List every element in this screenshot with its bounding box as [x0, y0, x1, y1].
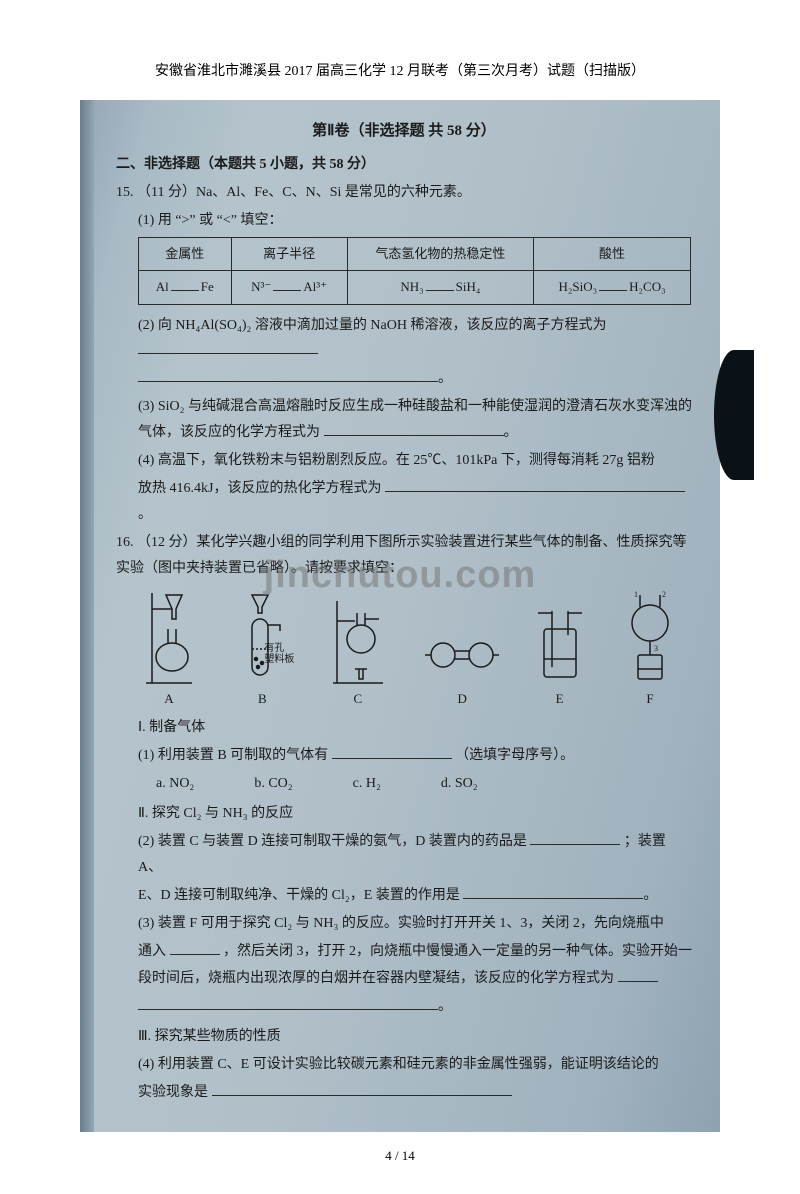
- c1a: Al: [156, 275, 169, 299]
- blank-row: 。: [116, 366, 692, 392]
- doc-title: 安徽省淮北市濉溪县 2017 届高三化学 12 月联考（第三次月考）试题（扫描版…: [80, 60, 720, 80]
- page: 安徽省淮北市濉溪县 2017 届高三化学 12 月联考（第三次月考）试题（扫描版…: [0, 0, 800, 1194]
- blank: [332, 745, 452, 759]
- q16-p2c: E、D 连接可制取纯净、干燥的 Cl₂，E 装置的作用是: [138, 888, 460, 903]
- c2b: Al³⁺: [303, 275, 327, 299]
- q15-p2-text: (2) 向 NH₄Al(SO₄)₂ 溶液中滴加过量的 NaOH 稀溶液，该反应的…: [138, 318, 606, 333]
- caption-B: 有孔 塑料板: [264, 643, 296, 665]
- section-title: 第Ⅱ卷（非选择题 共 58 分）: [116, 118, 692, 146]
- table-row: Al Fe N³⁻ Al³⁺ NH₃ SiH₄ H₂SiO₃ H₂CO₃: [139, 271, 691, 304]
- th-hydride: 气态氢化物的热稳定性: [347, 238, 534, 271]
- cell-metal: Al Fe: [139, 271, 232, 304]
- apparatus-E-icon: [534, 605, 586, 685]
- label-F: F: [646, 687, 653, 711]
- q16-r3: Ⅲ. 探究某些物质的性质: [116, 1024, 692, 1050]
- q15-stem: 15. （11 分）Na、Al、Fe、C、N、Si 是常见的六种元素。: [116, 180, 692, 206]
- label-B: B: [258, 687, 267, 711]
- q16-p1b: （选填字母序号）。: [455, 748, 574, 763]
- th-acid: 酸性: [534, 238, 691, 271]
- blank: [530, 831, 620, 845]
- page-number: 4 / 14: [80, 1148, 720, 1164]
- q15-p3: (3) SiO₂ 与纯碱混合高温熔融时反应生成一种硅酸盐和一种能使湿润的澄清石灰…: [116, 394, 692, 446]
- svg-text:2: 2: [662, 590, 666, 599]
- q16-p3c: ，然后关闭 3，打开 2，向烧瓶中慢慢通入一定量的另一种气体。实验开始一: [223, 944, 692, 959]
- c4a: H₂SiO₃: [558, 275, 597, 299]
- blank: [599, 279, 627, 291]
- th-metal: 金属性: [139, 238, 232, 271]
- table-row: 金属性 离子半径 气态氢化物的热稳定性 酸性: [139, 238, 691, 271]
- cell-acid: H₂SiO₃ H₂CO₃: [534, 271, 691, 304]
- blank: [171, 279, 199, 291]
- svg-text:3: 3: [654, 644, 658, 653]
- q16-p2-line1: (2) 装置 C 与装置 D 连接可制取干燥的氨气，D 装置内的药品是 ；装置 …: [116, 829, 692, 881]
- apparatus-B-icon: [232, 589, 292, 689]
- q15-p2: (2) 向 NH₄Al(SO₄)₂ 溶液中滴加过量的 NaOH 稀溶液，该反应的…: [116, 313, 692, 365]
- apparatus-C-icon: [325, 585, 391, 685]
- q16-p4-line2: 实验现象是: [116, 1080, 692, 1106]
- q16-p3d: 段时间后，烧瓶内出现浓厚的白烟并在容器内壁凝结，该反应的化学方程式为: [138, 971, 614, 986]
- q15-p4a: (4) 高温下，氧化铁粉末与铝粉剧烈反应。在 25℃、101kPa 下，测得每消…: [116, 448, 692, 474]
- apparatus-F-icon: 1 2 3: [618, 589, 682, 685]
- blank: [463, 885, 643, 899]
- apparatus-B: 有孔 塑料板 B: [232, 589, 292, 711]
- c4b: H₂CO₃: [629, 275, 666, 299]
- q16-p3b: 通入: [138, 944, 166, 959]
- apparatus-C: C: [325, 585, 391, 711]
- apparatus-A-icon: [138, 585, 200, 685]
- blank: [138, 340, 318, 354]
- blank: [385, 478, 685, 492]
- q15-table: 金属性 离子半径 气态氢化物的热稳定性 酸性 Al Fe N³⁻ Al³⁺ NH₃ S…: [138, 237, 691, 304]
- q15-p1: (1) 用 “>” 或 “<” 填空：: [116, 208, 692, 234]
- cell-radius: N³⁻ Al³⁺: [231, 271, 347, 304]
- q15-p4b-text: 放热 416.4kJ，该反应的热化学方程式为: [138, 481, 381, 496]
- q16-p1a: (1) 利用装置 B 可制取的气体有: [138, 748, 328, 763]
- scan-area: jinchutou.com 第Ⅱ卷（非选择题 共 58 分） 二、非选择题（本题…: [80, 100, 720, 1132]
- blank: [212, 1082, 512, 1096]
- apparatus-D: D: [423, 625, 501, 711]
- opt-d: d. SO₂: [441, 771, 478, 797]
- apparatus-F: 1 2 3 F: [618, 589, 682, 711]
- th-radius: 离子半径: [231, 238, 347, 271]
- label-A: A: [164, 687, 173, 711]
- opt-c: c. H₂: [353, 771, 381, 797]
- blank: [273, 279, 301, 291]
- q16-p1: (1) 利用装置 B 可制取的气体有 （选填字母序号）。: [116, 743, 692, 769]
- section-subhead: 二、非选择题（本题共 5 小题，共 58 分）: [116, 152, 692, 178]
- label-C: C: [353, 687, 362, 711]
- blank: [426, 279, 454, 291]
- blank: [138, 996, 438, 1010]
- q16-p4b: 实验现象是: [138, 1085, 208, 1100]
- label-D: D: [457, 687, 466, 711]
- blank: [138, 368, 438, 382]
- blank-row2: 。: [116, 994, 692, 1020]
- apparatus-E: E: [534, 605, 586, 711]
- q16-p2-line2: E、D 连接可制取纯净、干燥的 Cl₂，E 装置的作用是 。: [116, 883, 692, 909]
- blank: [170, 941, 220, 955]
- q16-p3-line1: (3) 装置 F 可用于探究 Cl₂ 与 NH₃ 的反应。实验时打开开关 1、3…: [116, 911, 692, 937]
- opt-b: b. CO₂: [254, 771, 292, 797]
- blank: [618, 968, 658, 982]
- q16-p3-line2: 通入 ，然后关闭 3，打开 2，向烧瓶中慢慢通入一定量的另一种气体。实验开始一: [116, 939, 692, 965]
- cell-hydride: NH₃ SiH₄: [347, 271, 534, 304]
- q16-r2: Ⅱ. 探究 Cl₂ 与 NH₃ 的反应: [116, 801, 692, 827]
- c1b: Fe: [201, 275, 214, 299]
- q16-opts: a. NO₂ b. CO₂ c. H₂ d. SO₂: [116, 771, 692, 797]
- svg-text:1: 1: [634, 590, 638, 599]
- c2a: N³⁻: [251, 275, 271, 299]
- apparatus-row: A 有孔 塑料板 B: [138, 591, 682, 711]
- q16-stem: 16. （12 分）某化学兴趣小组的同学利用下图所示实验装置进行某些气体的制备、…: [116, 530, 692, 582]
- blank: [324, 422, 504, 436]
- apparatus-D-icon: [423, 625, 501, 685]
- page-edge-shadow: [714, 350, 754, 480]
- q16-p2a: (2) 装置 C 与装置 D 连接可制取干燥的氨气，D 装置内的药品是: [138, 834, 527, 849]
- c3a: NH₃: [400, 275, 423, 299]
- opt-a: a. NO₂: [156, 771, 194, 797]
- q16-p3-line3: 段时间后，烧瓶内出现浓厚的白烟并在容器内壁凝结，该反应的化学方程式为: [116, 966, 692, 992]
- q15-p4b: 放热 416.4kJ，该反应的热化学方程式为 。: [116, 476, 692, 528]
- apparatus-A: A: [138, 585, 200, 711]
- label-E: E: [556, 687, 564, 711]
- q16-r1: Ⅰ. 制备气体: [116, 715, 692, 741]
- c3b: SiH₄: [456, 275, 481, 299]
- q16-p4-line1: (4) 利用装置 C、E 可设计实验比较碳元素和硅元素的非金属性强弱，能证明该结…: [116, 1052, 692, 1078]
